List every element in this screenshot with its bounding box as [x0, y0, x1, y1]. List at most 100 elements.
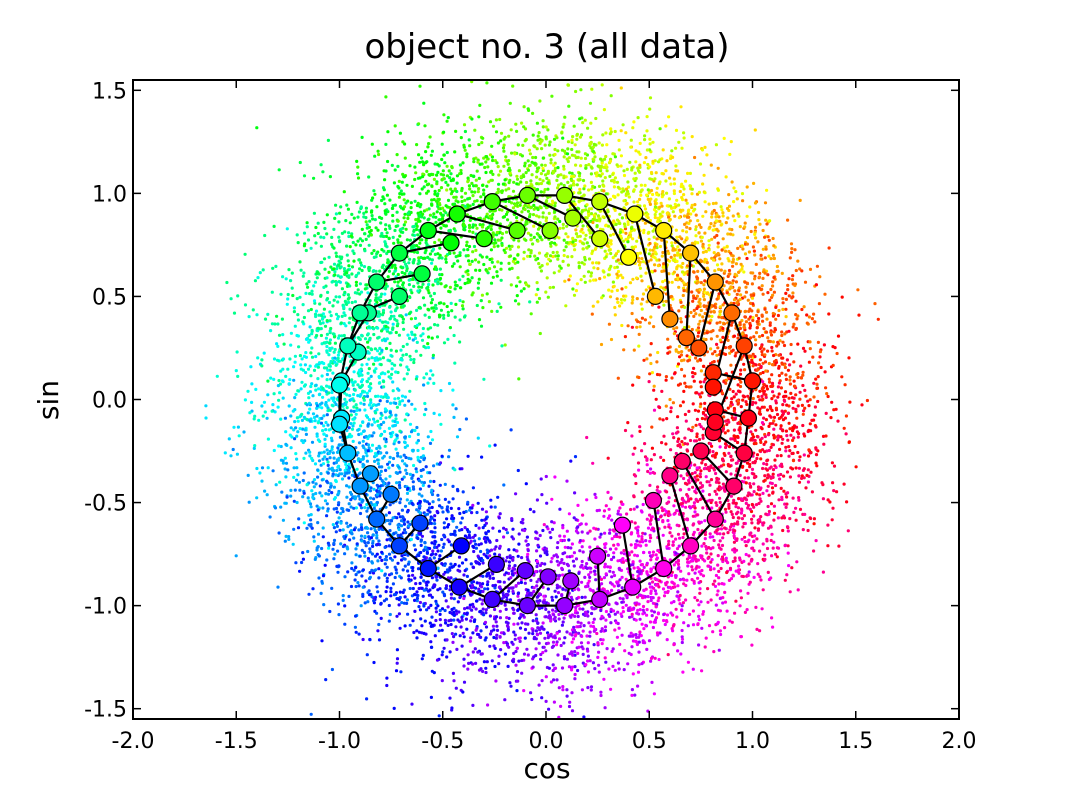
scatter-point [612, 543, 616, 547]
scatter-point [638, 251, 643, 255]
scatter-point [451, 640, 455, 645]
scatter-point [324, 492, 328, 496]
scatter-point [428, 213, 432, 217]
scatter-point [658, 631, 662, 635]
scatter-point [677, 248, 682, 252]
scatter-point [454, 632, 458, 636]
scatter-point [635, 505, 639, 509]
scatter-point [447, 523, 451, 527]
scatter-point [536, 239, 540, 243]
scatter-point [329, 482, 333, 486]
scatter-point [333, 273, 337, 277]
scatter-point [396, 272, 400, 277]
scatter-point [711, 630, 715, 634]
scatter-point [391, 322, 395, 326]
scatter-point [618, 558, 622, 563]
scatter-point [411, 233, 415, 237]
scatter-point [375, 536, 379, 540]
scatter-point [680, 504, 685, 508]
scatter-point [732, 301, 736, 306]
scatter-point [266, 437, 270, 441]
scatter-point [481, 561, 485, 565]
scatter-point [534, 293, 538, 297]
scatter-point [325, 514, 329, 518]
scatter-point [338, 468, 342, 472]
scatter-point [824, 386, 828, 390]
scatter-point [350, 265, 355, 269]
scatter-point [378, 594, 382, 598]
scatter-point [508, 681, 512, 685]
scatter-point [599, 577, 604, 582]
scatter-point [755, 537, 759, 541]
scatter-point [402, 377, 406, 381]
scatter-point [263, 317, 268, 321]
scatter-point [413, 165, 417, 169]
scatter-point [623, 335, 628, 339]
scatter-point [492, 644, 496, 648]
scatter-point [402, 223, 406, 227]
scatter-point [401, 281, 405, 285]
scatter-point [756, 395, 760, 399]
scatter-point [685, 201, 689, 205]
scatter-point [477, 260, 481, 264]
scatter-point [589, 135, 593, 139]
scatter-point [388, 474, 392, 478]
scatter-point [357, 528, 361, 532]
scatter-point [277, 531, 281, 535]
scatter-point [353, 578, 357, 582]
scatter-point [322, 307, 326, 311]
scatter-point [334, 251, 338, 255]
scatter-point [606, 273, 611, 277]
scatter-point [800, 269, 804, 273]
scatter-point [312, 299, 317, 303]
scatter-point [306, 411, 310, 415]
scatter-point [368, 571, 372, 575]
scatter-point [501, 182, 505, 186]
scatter-point [610, 649, 614, 654]
scatter-point [379, 411, 383, 415]
scatter-point [760, 284, 764, 288]
scatter-point [696, 334, 700, 338]
scatter-point [694, 227, 698, 232]
scatter-point [566, 83, 570, 87]
scatter-point [320, 546, 324, 551]
scatter-point [453, 529, 457, 533]
scatter-point [514, 122, 518, 126]
scatter-point [686, 624, 690, 628]
scatter-point [285, 495, 289, 499]
scatter-point [559, 643, 563, 648]
scatter-point [270, 322, 274, 326]
scatter-point [467, 138, 471, 142]
scatter-point [680, 146, 684, 150]
scatter-point [367, 377, 371, 381]
scatter-point [452, 679, 456, 683]
scatter-point [607, 507, 611, 511]
scatter-point [546, 641, 550, 645]
scatter-point [258, 271, 262, 275]
scatter-point [415, 599, 419, 603]
scatter-point [779, 454, 783, 458]
scatter-point [582, 187, 586, 191]
scatter-point [327, 488, 331, 493]
scatter-point [741, 247, 745, 251]
scatter-point [798, 455, 802, 459]
scatter-point [449, 172, 453, 176]
scatter-point [629, 145, 633, 149]
scatter-point [796, 435, 800, 439]
scatter-point [622, 222, 627, 226]
scatter-point [545, 176, 549, 180]
scatter-point [396, 238, 400, 242]
scatter-point [403, 212, 407, 216]
scatter-point [305, 282, 309, 286]
scatter-point [499, 631, 504, 635]
scatter-point [648, 137, 652, 141]
scatter-point [538, 631, 543, 635]
scatter-point [748, 580, 752, 584]
scatter-point [283, 416, 287, 420]
scatter-point [382, 380, 386, 384]
scatter-point [516, 581, 521, 585]
scatter-point [372, 362, 376, 366]
scatter-point [384, 392, 388, 396]
scatter-point [637, 468, 641, 472]
scatter-point [453, 150, 457, 154]
